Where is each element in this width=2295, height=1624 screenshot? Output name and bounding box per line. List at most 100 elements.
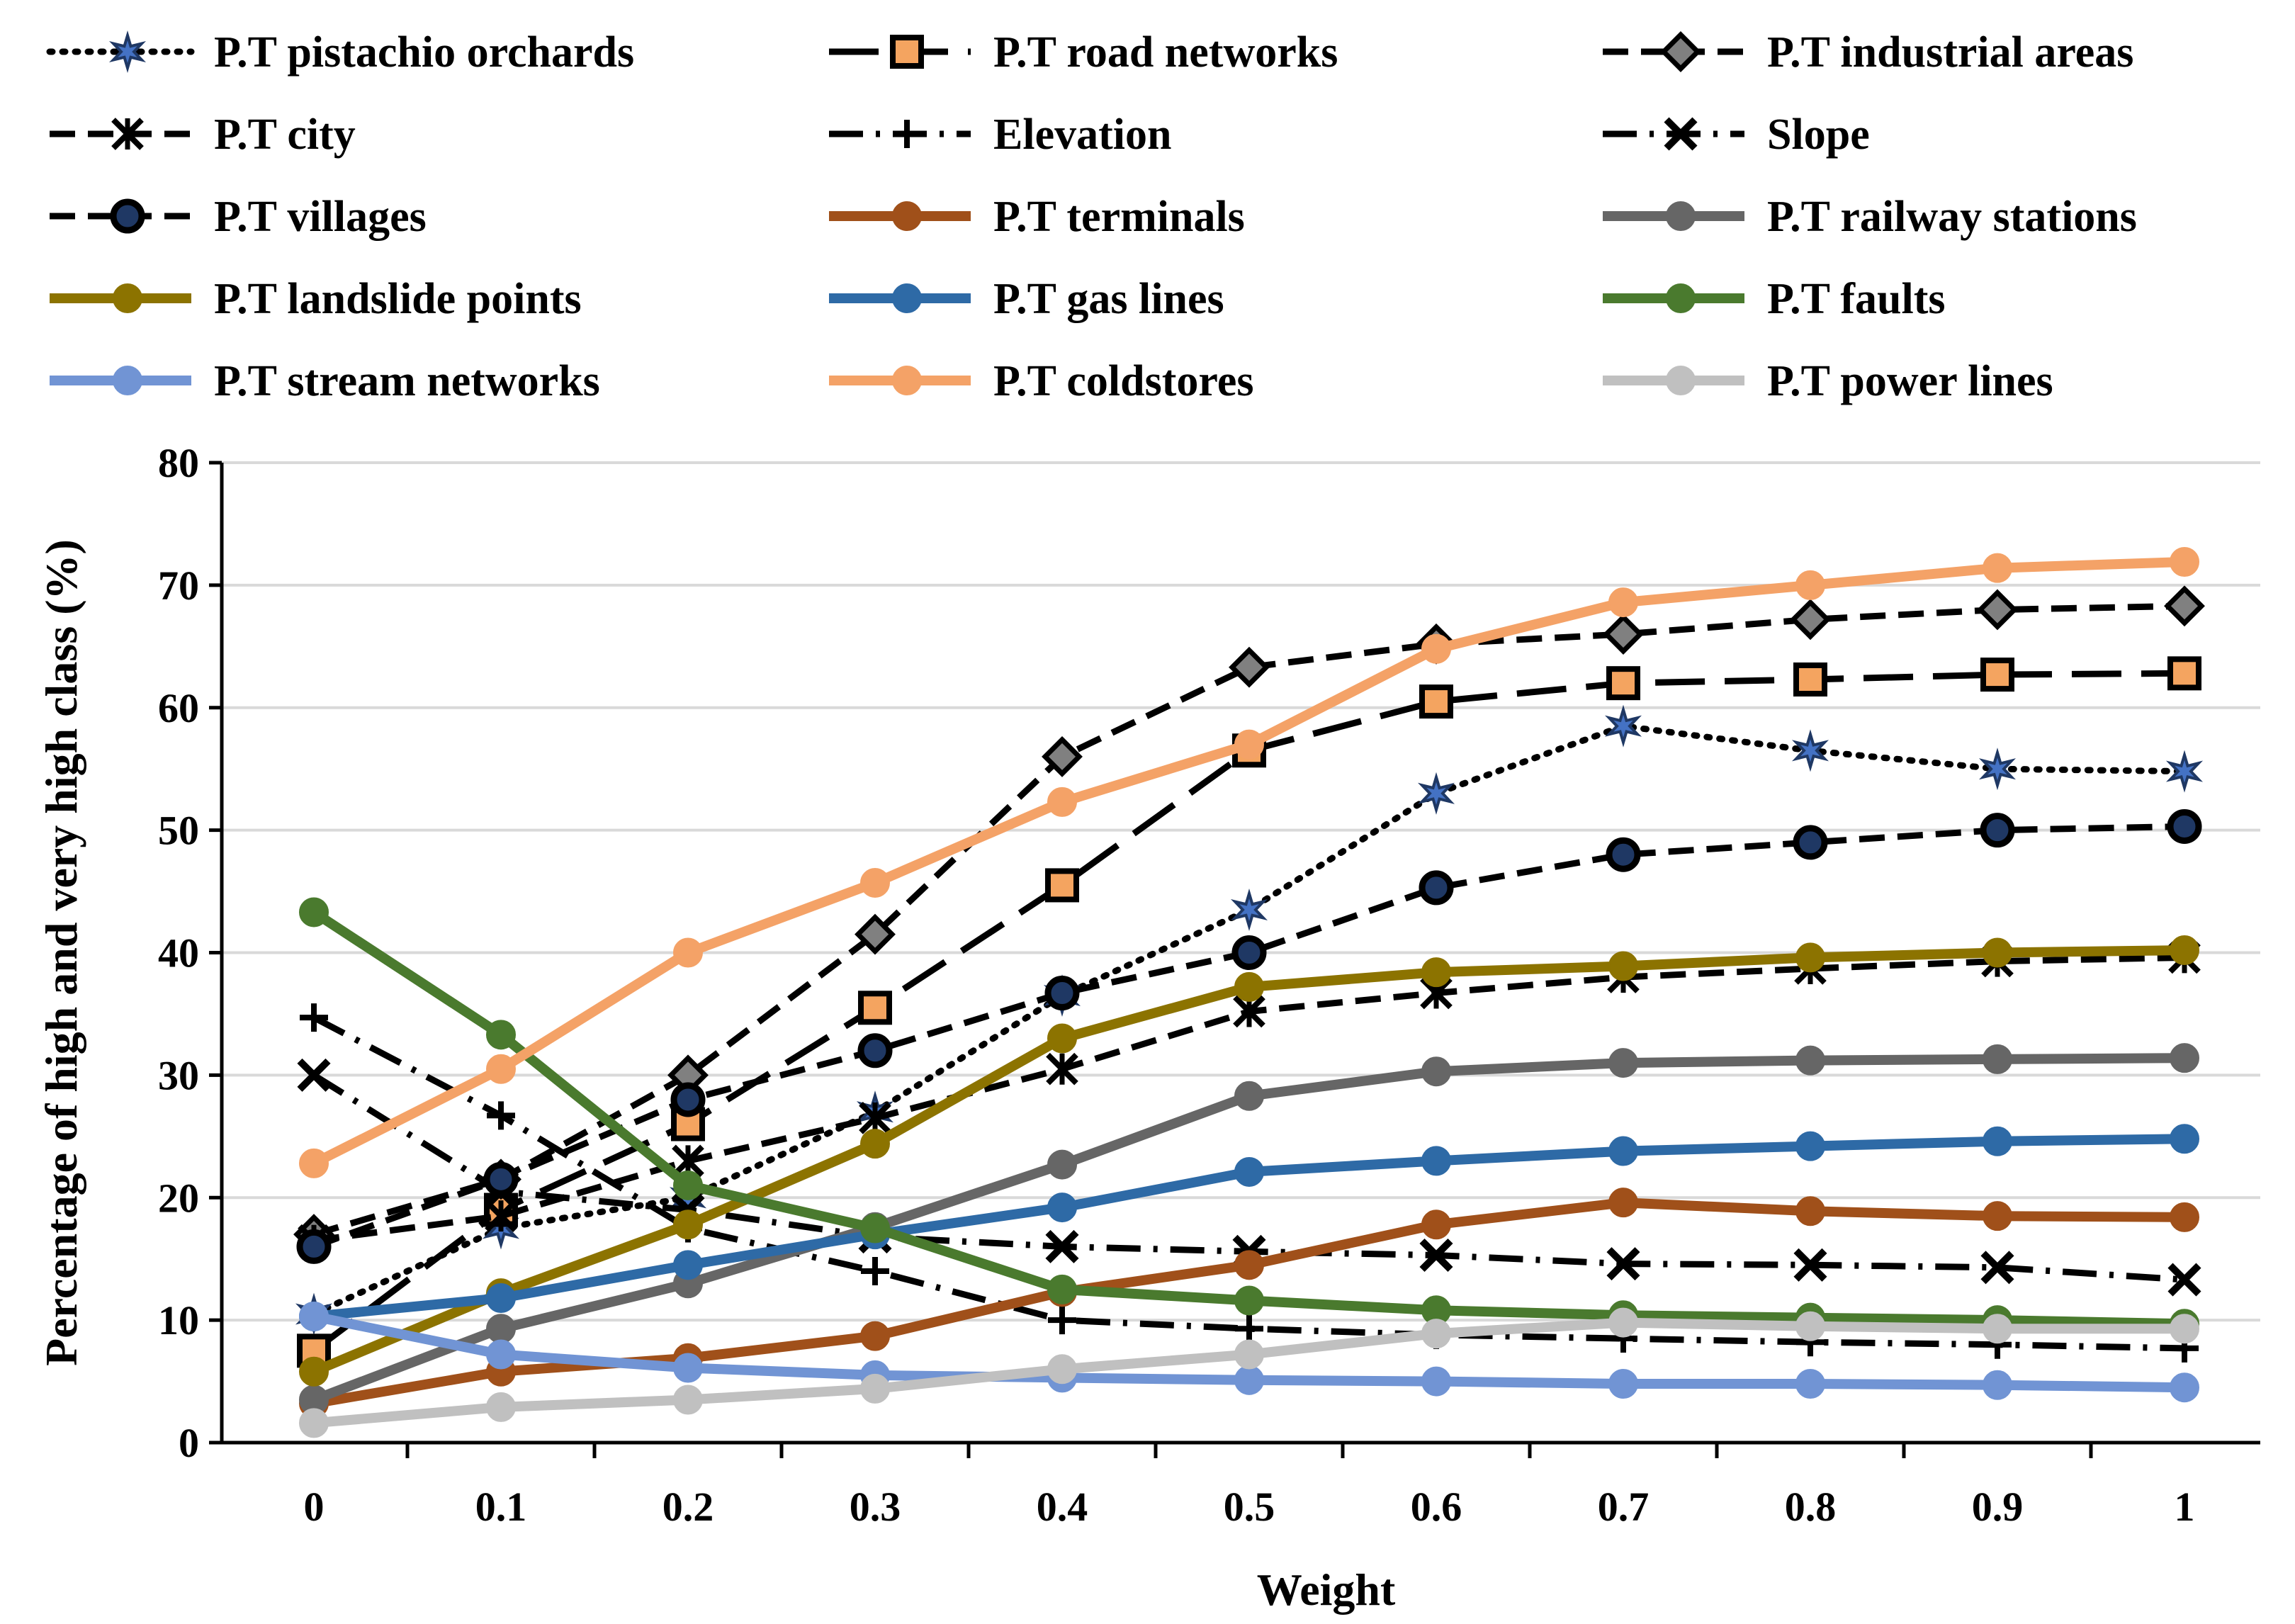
legend-swatch-marker xyxy=(892,201,922,231)
legend-label: P.T landslide points xyxy=(214,275,582,323)
data-point-p-t-railway-stations xyxy=(1234,1081,1264,1111)
data-point-p-t-railway-stations xyxy=(1983,1044,2012,1074)
x-tick-label: 0.4 xyxy=(1037,1484,1088,1530)
legend-label: P.T coldstores xyxy=(993,357,1253,405)
data-point-p-t-coldstores xyxy=(673,937,703,968)
data-point-elevation xyxy=(1235,1314,1263,1343)
series-line-p-t-pistachio-orchards xyxy=(310,723,2188,1317)
data-point-p-t-city xyxy=(485,1200,517,1233)
data-point-slope xyxy=(1980,1251,2014,1285)
data-point-p-t-landslide-points xyxy=(1983,937,2012,968)
data-point-p-t-coldstores xyxy=(860,867,890,898)
legend-item-p-t-stream-networks: P.T stream networks xyxy=(50,357,600,405)
legend-swatch-marker xyxy=(113,366,142,395)
legend-item-p-t-coldstores: P.T coldstores xyxy=(829,357,1253,405)
legend-item-p-t-landslide-points: P.T landslide points xyxy=(50,275,582,323)
data-point-p-t-villages xyxy=(1231,935,1267,970)
data-point-p-t-villages xyxy=(296,1229,332,1264)
legend-swatch-marker xyxy=(1666,283,1696,313)
legend-swatch-marker xyxy=(893,120,921,148)
data-point-p-t-terminals xyxy=(1795,1196,1825,1227)
series-p-t-power-lines xyxy=(299,1307,2199,1438)
legend-swatch-marker xyxy=(1666,366,1696,395)
data-point-p-t-faults xyxy=(1234,1285,1264,1316)
legend-swatch-marker xyxy=(1664,117,1698,151)
data-point-p-t-coldstores xyxy=(1983,553,2012,583)
data-point-p-t-villages xyxy=(1606,837,1641,872)
legend: P.T pistachio orchards P.T road networks P… xyxy=(46,28,2137,405)
legend-label: P.T city xyxy=(214,111,356,159)
legend-item-p-t-industrial-areas: P.T industrial areas xyxy=(1603,28,2133,77)
data-point-p-t-stream-networks xyxy=(486,1339,516,1370)
data-point-p-t-faults xyxy=(486,1020,516,1050)
data-point-p-t-landslide-points xyxy=(1234,971,1264,1002)
legend-swatch-marker xyxy=(109,30,146,74)
data-point-p-t-stream-networks xyxy=(1421,1366,1451,1397)
series-line-p-t-industrial-areas xyxy=(312,602,2185,1238)
data-point-p-t-city xyxy=(1046,1052,1078,1086)
data-point-p-t-coldstores xyxy=(1795,570,1825,600)
legend-label: P.T power lines xyxy=(1767,357,2053,405)
data-point-p-t-landslide-points xyxy=(1608,951,1638,981)
data-point-p-t-power-lines xyxy=(1795,1311,1825,1341)
data-point-p-t-stream-networks xyxy=(1795,1369,1825,1399)
series-line-elevation xyxy=(312,1015,2185,1352)
data-point-p-t-gas-lines xyxy=(1421,1146,1451,1176)
data-point-p-t-railway-stations xyxy=(1795,1045,1825,1076)
data-point-p-t-landslide-points xyxy=(299,1356,329,1387)
legend-label: P.T gas lines xyxy=(993,275,1224,323)
data-point-p-t-landslide-points xyxy=(1047,1023,1077,1054)
y-tick-label: 70 xyxy=(158,563,199,609)
data-point-p-t-gas-lines xyxy=(673,1250,703,1280)
axes: 0 10 20 30 40 50 60 70 80 0 0.1 0.2 0.3 0.4 0.5 0.6 0.7 0… xyxy=(158,440,2260,1530)
series-p-t-villages xyxy=(296,808,2202,1264)
data-point-p-t-industrial-areas xyxy=(1977,589,2018,631)
data-point-p-t-villages xyxy=(670,1082,706,1117)
data-point-p-t-power-lines xyxy=(1047,1354,1077,1385)
data-point-elevation xyxy=(300,1003,328,1032)
data-point-p-t-coldstores xyxy=(486,1054,516,1084)
legend-label: P.T stream networks xyxy=(214,357,600,405)
data-point-p-t-coldstores xyxy=(1047,786,1077,817)
data-point-p-t-villages xyxy=(483,1161,519,1197)
legend-swatch-marker xyxy=(110,198,145,234)
data-point-p-t-pistachio-orchards xyxy=(1792,729,1829,772)
data-point-p-t-faults xyxy=(673,1170,703,1200)
data-point-p-t-gas-lines xyxy=(2170,1124,2199,1154)
y-tick-label: 20 xyxy=(158,1175,199,1221)
data-point-p-t-coldstores xyxy=(299,1148,329,1178)
legend-swatch-marker xyxy=(111,118,144,150)
data-point-p-t-power-lines xyxy=(1421,1319,1451,1349)
data-point-slope xyxy=(2167,1263,2201,1297)
data-point-p-t-coldstores xyxy=(2170,547,2199,577)
data-point-p-t-coldstores xyxy=(1234,729,1264,760)
data-point-p-t-gas-lines xyxy=(1234,1156,1264,1187)
data-point-p-t-industrial-areas xyxy=(855,913,896,955)
series-p-t-landslide-points xyxy=(299,935,2199,1387)
data-point-p-t-landslide-points xyxy=(673,1209,703,1240)
data-point-p-t-terminals xyxy=(1983,1201,2012,1231)
data-point-p-t-terminals xyxy=(2170,1202,2199,1232)
legend-item-p-t-gas-lines: P.T gas lines xyxy=(829,275,1224,323)
legend-label: P.T faults xyxy=(1767,275,1946,323)
data-point-p-t-villages xyxy=(857,1033,893,1068)
x-tick-label: 1 xyxy=(2175,1484,2195,1530)
data-point-elevation xyxy=(487,1101,515,1130)
data-point-p-t-faults xyxy=(299,897,329,927)
data-point-p-t-road-networks xyxy=(2167,656,2201,691)
data-point-slope xyxy=(297,1058,331,1092)
legend-item-p-t-road-networks: P.T road networks xyxy=(829,28,1338,77)
y-tick-label: 40 xyxy=(158,930,199,976)
series-p-t-railway-stations xyxy=(299,1043,2199,1415)
data-point-p-t-railway-stations xyxy=(486,1314,516,1344)
data-point-p-t-terminals xyxy=(1234,1250,1264,1280)
data-point-p-t-pistachio-orchards xyxy=(1231,888,1268,932)
data-point-p-t-power-lines xyxy=(1608,1307,1638,1338)
data-point-p-t-gas-lines xyxy=(1983,1126,2012,1156)
data-point-p-t-coldstores xyxy=(1608,587,1638,618)
data-point-slope xyxy=(1793,1248,1827,1282)
data-point-p-t-power-lines xyxy=(673,1385,703,1415)
data-point-p-t-stream-networks xyxy=(1983,1370,2012,1400)
y-axis-title: Percentage of high and very high class (… xyxy=(36,539,86,1366)
data-point-p-t-road-networks xyxy=(1980,658,2014,692)
